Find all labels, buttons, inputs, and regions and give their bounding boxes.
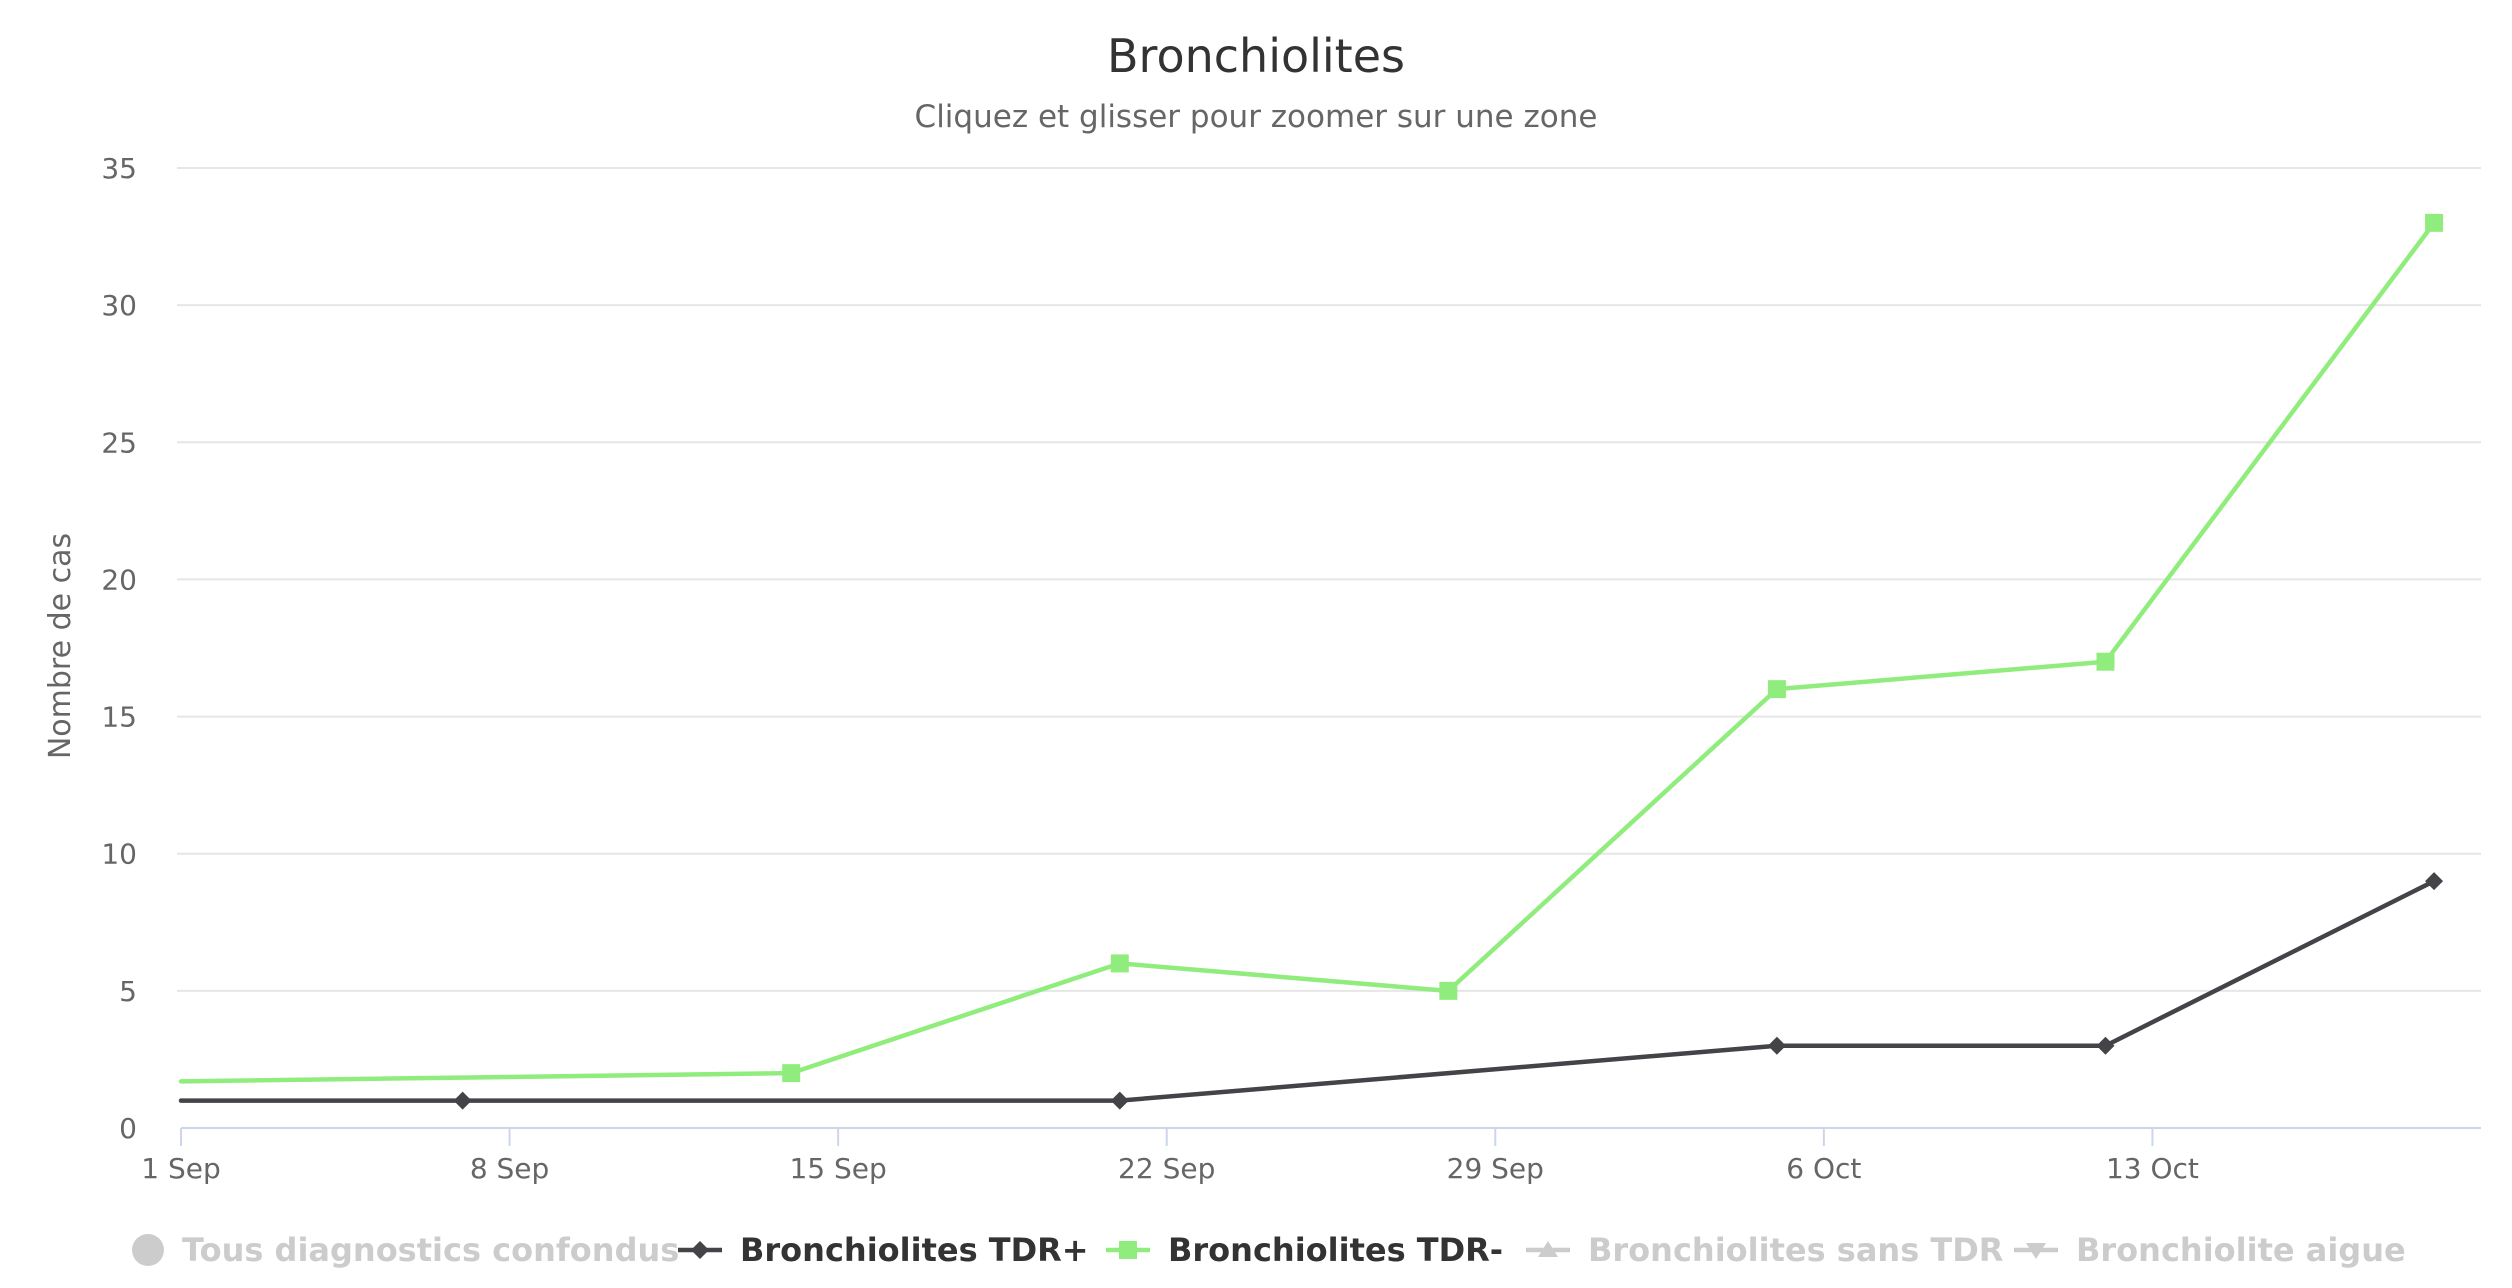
legend-item[interactable]: Bronchiolites sans TDR [1526, 1231, 2003, 1269]
x-tick-label: 15 Sep [789, 1152, 886, 1185]
series-bronchiolites-tdr-[interactable] [178, 872, 2444, 1110]
y-tick-label: 20 [101, 563, 137, 596]
x-tick-label: 13 Oct [2106, 1152, 2199, 1185]
legend-item[interactable]: Tous diagnostics confondus [132, 1231, 679, 1269]
legend-marker-icon[interactable] [691, 1241, 709, 1259]
legend-marker-icon[interactable] [1538, 1241, 1558, 1257]
chart-title: Bronchiolites [1107, 29, 1405, 83]
data-point[interactable] [1110, 1091, 1129, 1110]
data-point[interactable] [1767, 680, 1786, 699]
legend-marker-icon[interactable] [1119, 1241, 1137, 1259]
y-axis-labels: 0 5 10 15 20 25 30 35 [101, 152, 137, 1145]
data-point[interactable] [2096, 1036, 2115, 1055]
data-point[interactable] [1767, 1036, 1786, 1055]
chart-subtitle: Cliquez et glisser pour zoomer sur une z… [915, 99, 1598, 135]
data-point[interactable] [453, 1091, 472, 1110]
data-point[interactable] [2096, 652, 2115, 671]
legend-label[interactable]: Bronchiolites TDR+ [740, 1231, 1089, 1269]
y-tick-label: 15 [101, 701, 137, 734]
series-layer[interactable] [178, 213, 2444, 1110]
y-tick-label: 30 [101, 289, 137, 322]
data-point[interactable] [782, 1064, 801, 1083]
legend-label[interactable]: Bronchiolite aigue [2076, 1231, 2406, 1269]
x-tick-label: 1 Sep [141, 1152, 221, 1185]
legend-label[interactable]: Tous diagnostics confondus [182, 1231, 679, 1269]
data-point[interactable] [2425, 213, 2444, 232]
legend[interactable]: Tous diagnostics confondus Bronchiolites … [132, 1231, 2406, 1269]
legend-item[interactable]: Bronchiolites TDR- [1106, 1231, 1503, 1269]
x-axis: 1 Sep 8 Sep 15 Sep 22 Sep 29 Sep 6 Oct 13 Oct [141, 1127, 2481, 1185]
y-tick-label: 5 [119, 975, 137, 1008]
gridlines [177, 167, 2481, 992]
x-tick-label: 8 Sep [470, 1152, 550, 1185]
legend-label[interactable]: Bronchiolites sans TDR [1588, 1231, 2003, 1269]
data-point[interactable] [1439, 981, 1458, 1000]
legend-marker-icon[interactable] [2026, 1243, 2046, 1259]
y-tick-label: 0 [119, 1112, 137, 1145]
y-tick-label: 25 [101, 426, 137, 459]
x-tick-label: 29 Sep [1447, 1152, 1544, 1185]
series-line[interactable] [178, 878, 2437, 1103]
legend-item[interactable]: Bronchiolites TDR+ [678, 1231, 1089, 1269]
legend-circle-icon [132, 1234, 164, 1266]
data-point[interactable] [2425, 872, 2444, 891]
legend-label[interactable]: Bronchiolites TDR- [1168, 1231, 1503, 1269]
y-tick-label: 35 [101, 152, 137, 185]
series-bronchiolites-tdr-[interactable] [178, 213, 2444, 1084]
data-point[interactable] [1110, 954, 1129, 973]
y-axis-title: Nombre de cas [43, 533, 78, 759]
legend-item[interactable]: Bronchiolite aigue [2014, 1231, 2406, 1269]
x-tick-label: 6 Oct [1786, 1152, 1861, 1185]
x-tick-label: 22 Sep [1118, 1152, 1215, 1185]
y-tick-label: 10 [101, 838, 137, 871]
